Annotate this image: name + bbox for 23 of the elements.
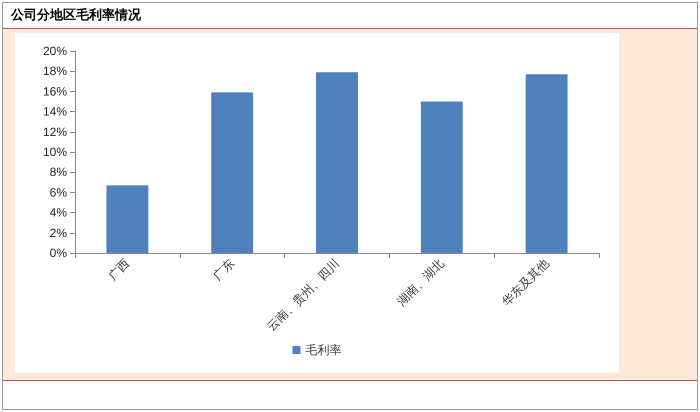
x-tick-label: 华东及其他 [499, 256, 552, 308]
y-tick-label: 14% [42, 104, 68, 119]
x-tick-label: 云南、贵州、四川 [264, 256, 342, 334]
x-tick-label: 广东 [210, 256, 238, 283]
bar [211, 92, 254, 253]
y-tick-label: 4% [50, 206, 68, 220]
x-tick-label: 湖南、湖北 [394, 256, 447, 308]
y-tick-label: 6% [50, 185, 68, 200]
bar [106, 185, 148, 253]
y-tick-label: 16% [42, 84, 68, 98]
y-tick-label: 12% [42, 124, 68, 139]
y-tick-label: 18% [42, 64, 68, 78]
y-tick-label: 20% [42, 44, 68, 58]
bar [420, 102, 463, 253]
y-tick-label: 8% [50, 165, 68, 180]
bar [316, 72, 358, 253]
y-tick-label: 0% [50, 246, 68, 260]
y-tick-label: 2% [50, 226, 68, 240]
bar [526, 74, 568, 253]
x-tick-label: 广西 [105, 256, 132, 283]
chart-title: 公司分地区毛利率情况 [3, 3, 697, 29]
legend-label: 毛利率 [306, 343, 342, 357]
y-tick-label: 10% [42, 145, 68, 159]
